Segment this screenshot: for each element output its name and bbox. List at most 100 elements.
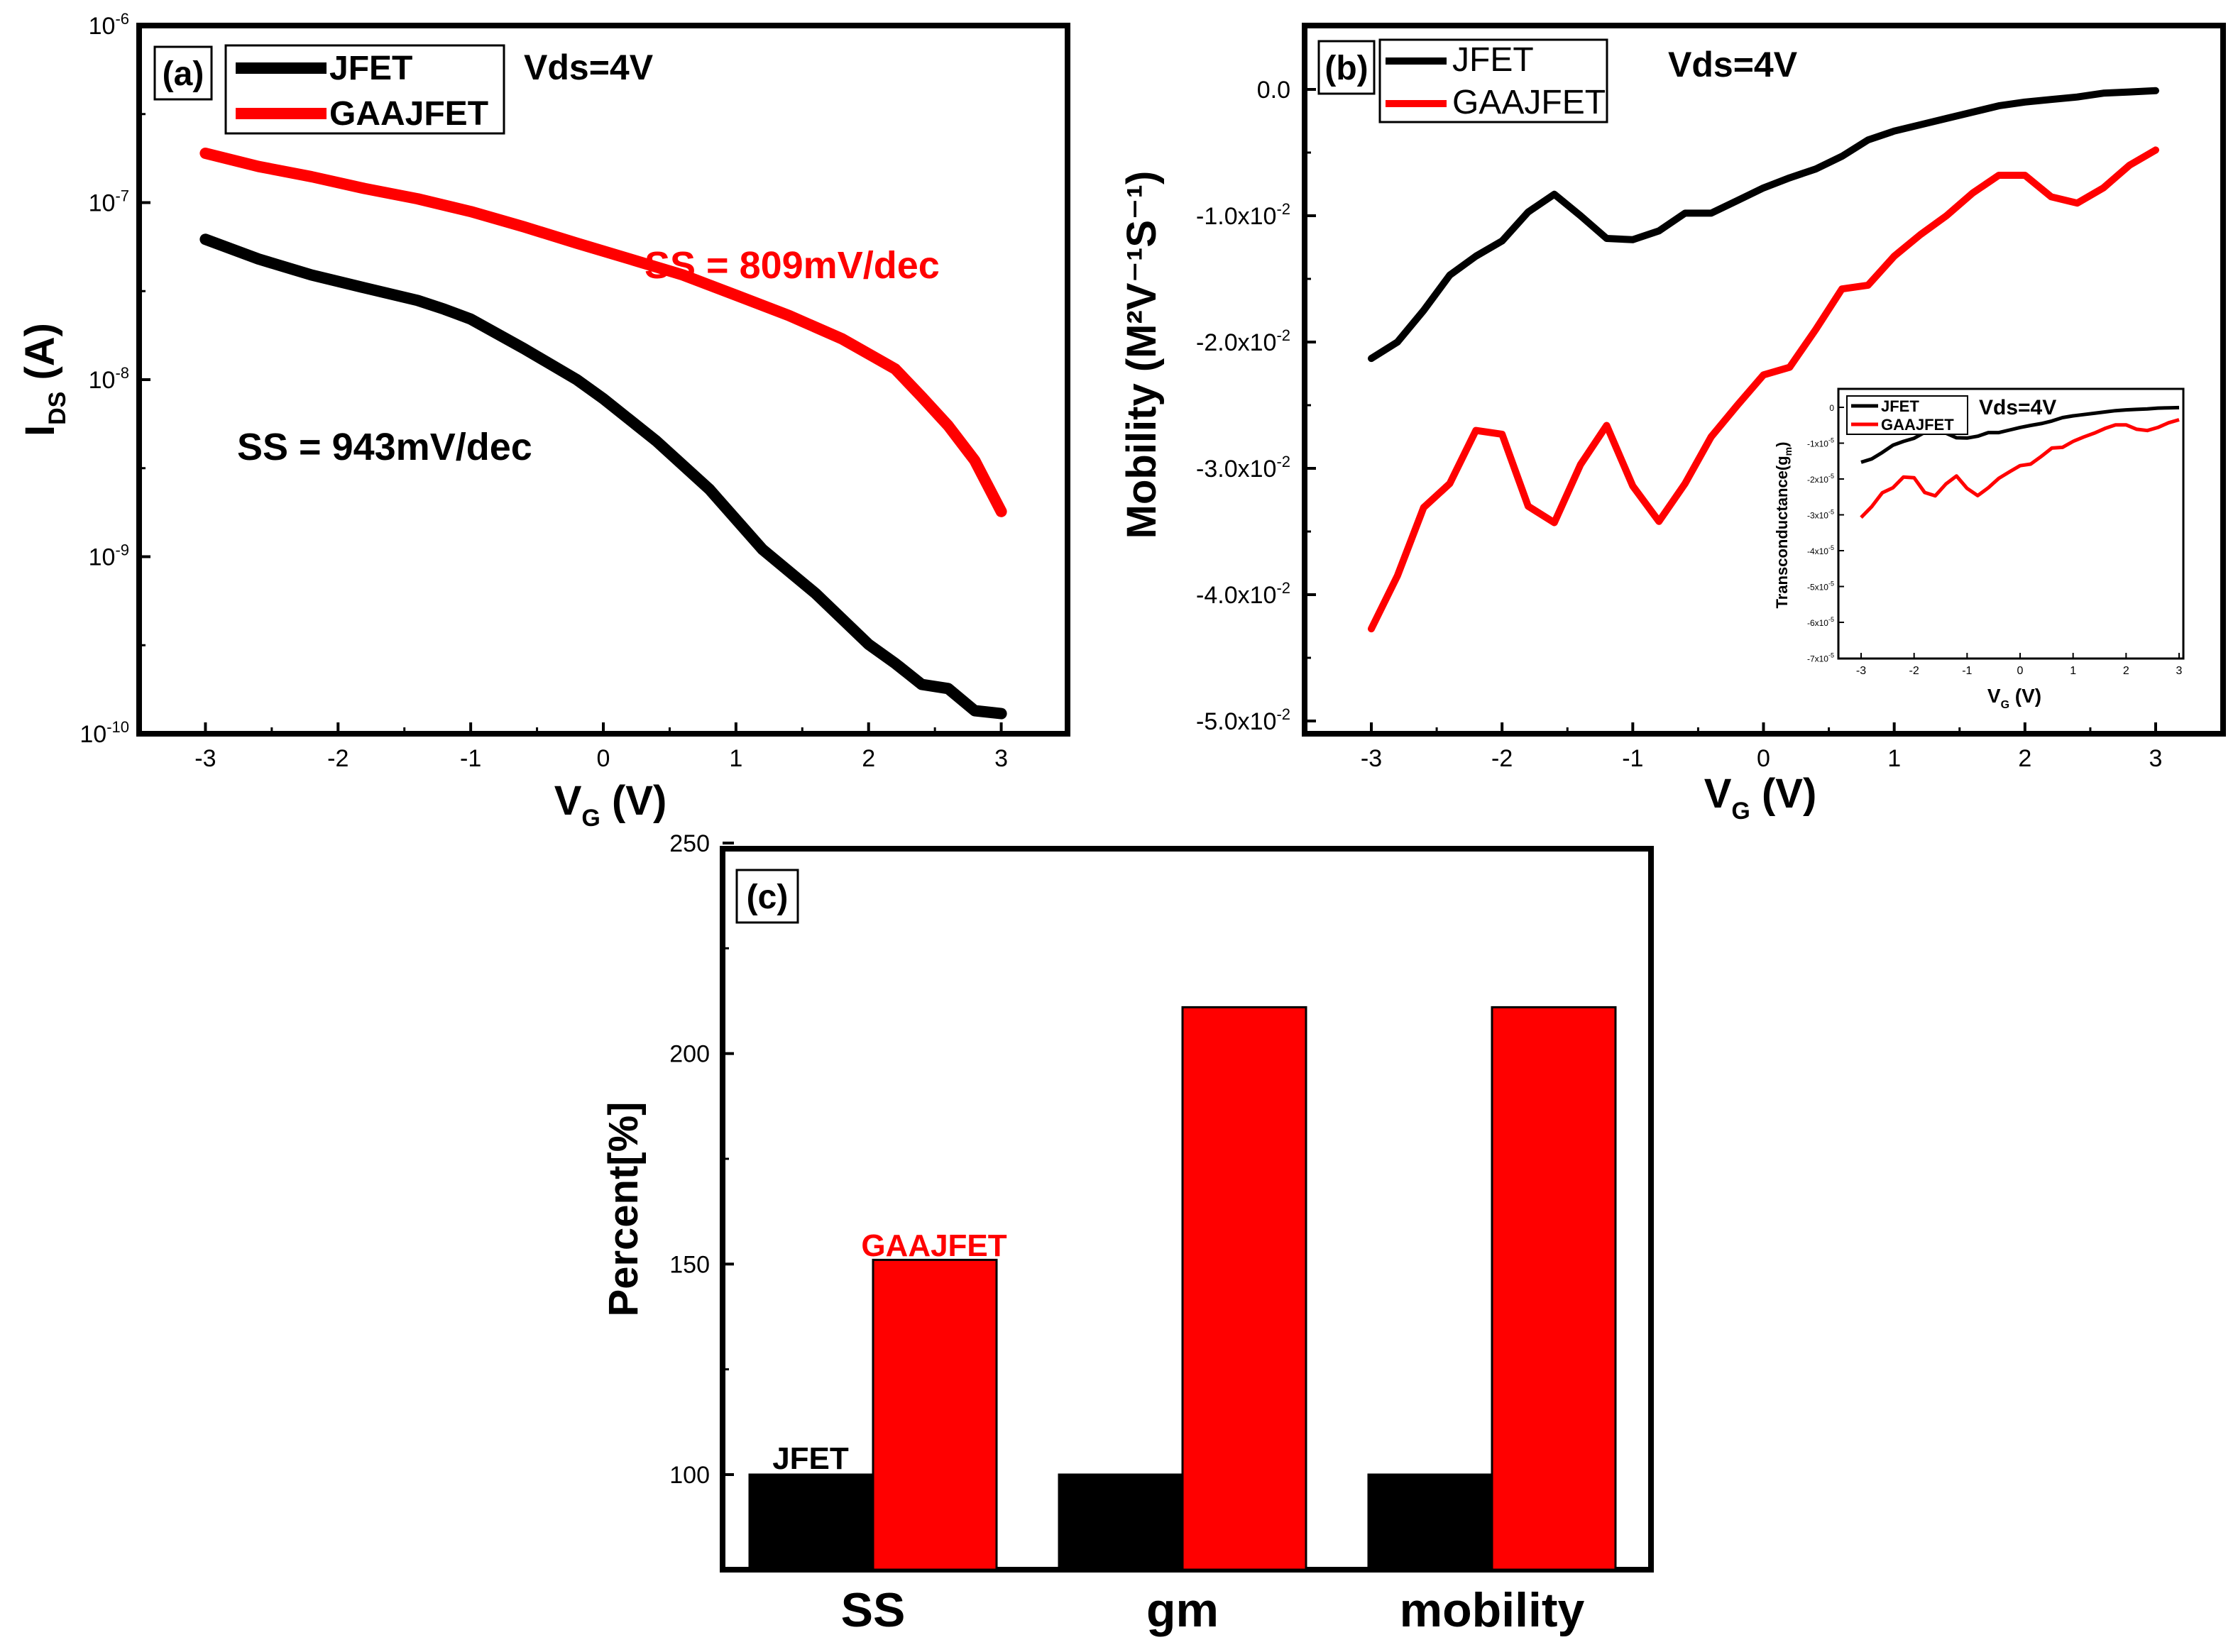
inset-y-label: Transconductance(gm) xyxy=(1773,442,1794,609)
inset-vds-annotation: Vds=4V xyxy=(1979,396,2056,419)
panel-a-chart: -3 -2 -1 0 1 2 3 10-10 10-9 10-8 10-7 10-6 (a) JFE… xyxy=(17,10,1070,832)
panel-b-y-tick-label: -1.0x10-2 xyxy=(1196,200,1290,230)
panel-a-y-tick-label: 10-6 xyxy=(89,10,129,40)
panel-b-x-tick-label: 0 xyxy=(1757,745,1770,772)
inset-y-tick-label: -7x10-5 xyxy=(1807,652,1834,664)
panel-b-legend-gaajfet: GAAJFET xyxy=(1452,84,1606,121)
panel-a-legend-gaajfet: GAAJFET xyxy=(329,95,488,133)
panel-a-x-tick-label: 0 xyxy=(597,745,610,772)
inset-y-tick-label: 0 xyxy=(1829,403,1834,413)
panel-a-label-box xyxy=(153,45,213,101)
panel-a-vds-annotation: Vds=4V xyxy=(524,48,654,87)
panel-c-category-label: gm xyxy=(1146,1583,1219,1637)
panel-c-bar-jfet-mobility xyxy=(1367,1473,1493,1571)
inset-y-tick-label: -2x10-5 xyxy=(1807,473,1834,485)
panel-c-y-tick-label: 200 xyxy=(669,1041,710,1068)
panel-b-label-box xyxy=(1317,40,1376,95)
panel-b-series-gaajfet xyxy=(1368,146,2159,633)
panel-b-y-tick-label: -2.0x10-2 xyxy=(1196,326,1290,356)
panel-a-x-tick-label: 1 xyxy=(729,745,742,772)
panel-a-x-tick-label: -3 xyxy=(194,745,216,772)
panel-b-y-label: Mobility (M²V⁻¹S⁻¹) xyxy=(1119,171,1165,539)
panel-a-ss-gaajfet-annotation: SS = 809mV/dec xyxy=(644,244,940,287)
panel-c-bar-jfet-gm xyxy=(1058,1473,1184,1571)
panel-b-series-jfet xyxy=(1368,87,2159,363)
panel-c-y-tick-label: 250 xyxy=(669,830,710,857)
panel-a-series-gaajfet xyxy=(199,148,1007,517)
panel-a-series xyxy=(199,148,1007,720)
inset-y-axis: 0 -1x10-5 -2x10-5 -3x10-5 -4x10-5 -5x10-5 -6x1… xyxy=(1807,403,1844,664)
panel-a-y-tick-label: 10-8 xyxy=(89,364,129,394)
panel-c-y-axis: 100 150 200 250 xyxy=(669,830,734,1489)
panel-b-chart: -3 -2 -1 0 1 2 3 -5.0x10-2 -4.0x10-2 -3.0x10-2 -2… xyxy=(1119,23,2226,825)
panel-b-inset-chart: -3 -2 -1 0 1 2 3 0 -1x10-5 -2x10-5 -3x10-5 -4x10-5… xyxy=(1773,387,2185,711)
panel-c-jfet-bar-label: JFET xyxy=(772,1441,849,1476)
panel-b-x-tick-label: 1 xyxy=(1887,745,1901,772)
inset-series-gaajfet xyxy=(1860,418,2180,519)
inset-y-tick-label: -1x10-5 xyxy=(1807,437,1834,449)
panel-b-legend-box xyxy=(1378,38,1608,123)
inset-x-axis: -3 -2 -1 0 1 2 3 xyxy=(1856,653,2183,677)
panel-a-x-tick-label: 2 xyxy=(862,745,875,772)
panel-a-y-tick-label: 10-7 xyxy=(89,187,129,217)
panel-c-bar-jfet-ss xyxy=(748,1473,874,1571)
panel-a-x-axis: -3 -2 -1 0 1 2 3 xyxy=(194,722,1008,772)
inset-y-tick-label: -5x10-5 xyxy=(1807,580,1834,593)
panel-a-ss-jfet-annotation: SS = 943mV/dec xyxy=(237,426,532,468)
inset-x-tick-label: -2 xyxy=(1909,665,1919,677)
panel-c-bars xyxy=(748,1006,1617,1571)
panel-b-x-label: VG (V) xyxy=(1704,771,1817,825)
panel-a-label: (a) xyxy=(163,55,204,93)
panel-a-series-jfet xyxy=(199,233,1007,720)
inset-x-tick-label: 2 xyxy=(2123,665,2129,677)
panel-c-bar-gaajfet-mobility xyxy=(1491,1006,1617,1571)
panel-b-series xyxy=(1368,87,2159,633)
panel-c-y-tick-label: 150 xyxy=(669,1251,710,1278)
panel-c-category-label: mobility xyxy=(1400,1583,1585,1637)
panel-a-legend-jfet: JFET xyxy=(329,50,412,87)
panel-a-x-tick-label: 3 xyxy=(994,745,1008,772)
panel-c-category-label: SS xyxy=(841,1583,906,1637)
inset-y-tick-label: -6x10-5 xyxy=(1807,616,1834,628)
inset-legend-box xyxy=(1846,395,1968,435)
panel-b-vds-annotation: Vds=4V xyxy=(1668,45,1798,84)
panel-a-x-label: VG (V) xyxy=(554,778,667,832)
panel-b-x-tick-label: 3 xyxy=(2149,745,2163,772)
panel-b-x-tick-label: -2 xyxy=(1491,745,1513,772)
panel-b-x-axis: -3 -2 -1 0 1 2 3 xyxy=(1361,722,2163,772)
panel-a-legend: JFET GAAJFET xyxy=(224,44,505,135)
panel-c-gaajfet-bar-label: GAAJFET xyxy=(861,1228,1006,1263)
inset-x-tick-label: 0 xyxy=(2017,665,2024,677)
panel-b-y-axis: -5.0x10-2 -4.0x10-2 -3.0x10-2 -2.0x10-2 -1.0… xyxy=(1196,77,1316,735)
panel-a-x-tick-label: -2 xyxy=(327,745,349,772)
panel-b-y-tick-label: 0.0 xyxy=(1257,77,1290,104)
panel-b-legend-jfet: JFET xyxy=(1452,41,1534,79)
inset-x-tick-label: 3 xyxy=(2176,665,2183,677)
panel-a-y-tick-label: 10-9 xyxy=(89,541,129,571)
inset-x-label: VG (V) xyxy=(1987,685,2041,711)
inset-legend-jfet: JFET xyxy=(1881,397,1919,415)
panel-c-bar-gaajfet-ss xyxy=(872,1258,998,1571)
inset-x-tick-label: -3 xyxy=(1856,665,1866,677)
panel-b-y-tick-label: -4.0x10-2 xyxy=(1196,579,1290,609)
panel-c-label-box xyxy=(735,869,799,924)
panel-b-y-tick-label: -3.0x10-2 xyxy=(1196,453,1290,483)
inset-series-jfet xyxy=(1860,405,2180,464)
panel-b-x-tick-label: 2 xyxy=(2018,745,2031,772)
panel-b-x-tick-label: -1 xyxy=(1622,745,1643,772)
panel-a-y-axis: 10-10 10-9 10-8 10-7 10-6 xyxy=(79,10,150,748)
panel-b-y-tick-label: -5.0x10-2 xyxy=(1196,705,1290,735)
inset-x-tick-label: 1 xyxy=(2070,665,2076,677)
panel-b-label: (b) xyxy=(1324,50,1368,87)
panel-c-label: (c) xyxy=(747,879,789,916)
panel-c-y-tick-label: 100 xyxy=(669,1462,710,1489)
panel-c-y-label: Percent[%] xyxy=(600,1102,647,1317)
inset-legend: JFET GAAJFET xyxy=(1846,395,1968,435)
panel-c-categories: SS gm mobility xyxy=(841,1583,1585,1637)
inset-y-tick-label: -4x10-5 xyxy=(1807,544,1834,556)
panel-a-y-label: IDS (A) xyxy=(17,323,71,436)
inset-x-tick-label: -1 xyxy=(1962,665,1972,677)
panel-c-bar-gaajfet-gm xyxy=(1181,1006,1307,1571)
panel-c-chart: 100 150 200 250 SS gm mobility (c) JFET GAAJF… xyxy=(600,830,1654,1637)
